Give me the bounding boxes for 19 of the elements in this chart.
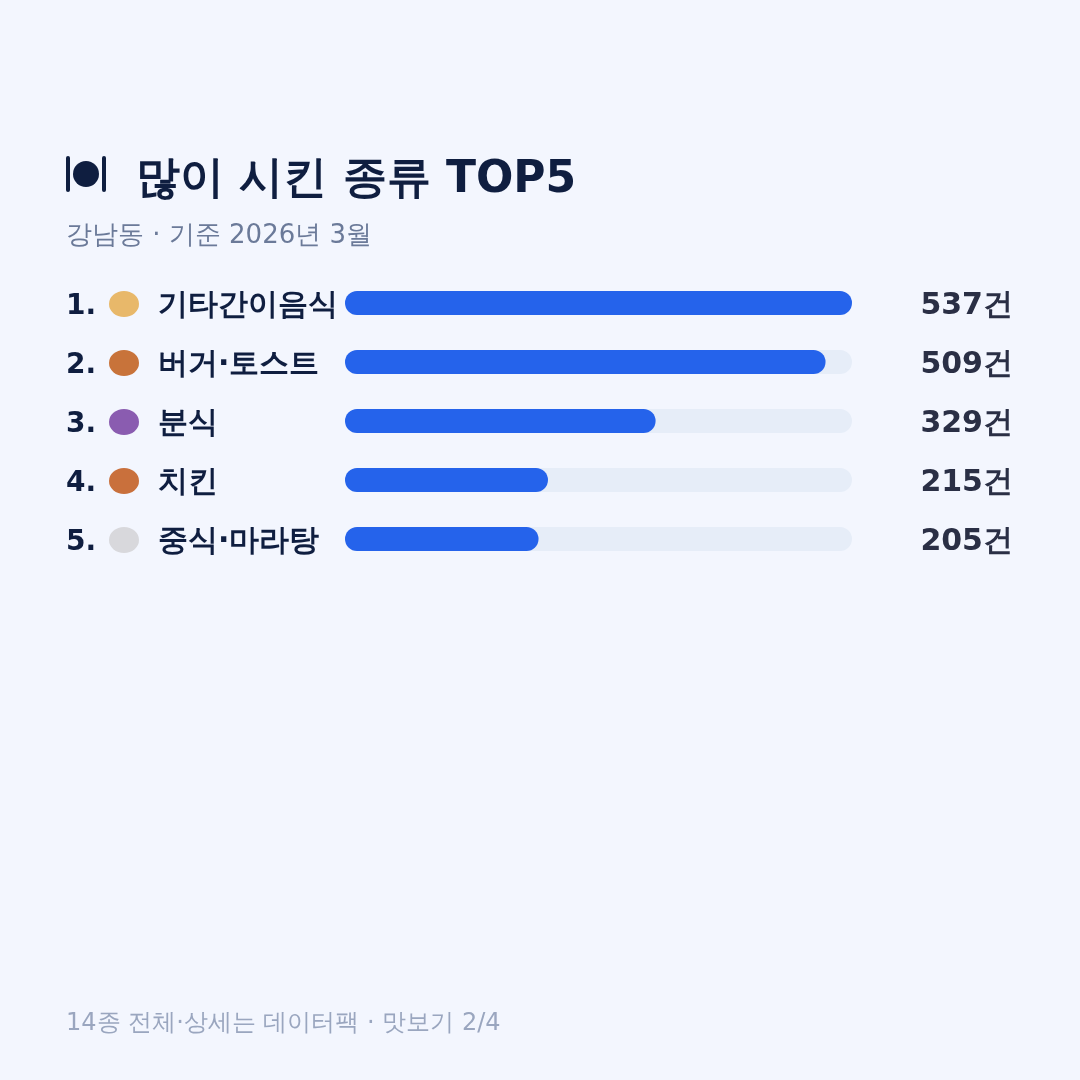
y-tick-label: 중식·마라탕 (158, 522, 320, 557)
chart-subtitle: 강남동 · 기준 2026년 3월 (66, 219, 373, 249)
data-label: 329건 (920, 404, 1013, 439)
text: 1. (66, 288, 97, 321)
chart-title: 많이 시킨 종류 TOP5 (136, 151, 577, 202)
text: 3. (66, 406, 97, 439)
data-label: 215건 (920, 463, 1013, 498)
bar (345, 291, 852, 315)
text: 2. (66, 347, 97, 380)
text: 14종 전체·상세는 데이터팩 · 맛보기 2/4 (66, 1008, 501, 1036)
text: 4. (66, 465, 97, 498)
text: 5. (66, 524, 97, 557)
y-tick-label: 치킨 (158, 463, 218, 498)
data-label: 205건 (920, 522, 1013, 557)
y-tick-label: 버거·토스트 (158, 345, 320, 380)
y-tick-label: 분식 (158, 404, 218, 439)
data-label: 509건 (920, 345, 1013, 380)
data-label: 537건 (920, 286, 1013, 321)
y-tick-label: 기타간이음식 (158, 286, 338, 321)
